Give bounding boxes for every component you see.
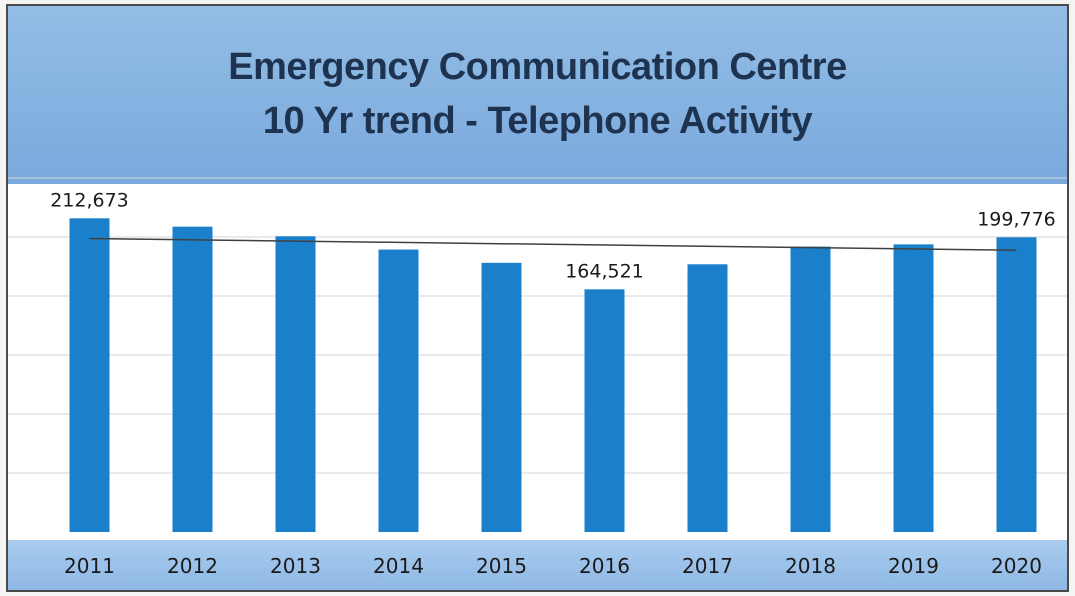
trendline-group: [89, 237, 1017, 252]
x-tick-2013: 2013: [270, 554, 321, 578]
title-band: Emergency Communication Centre 10 Yr tre…: [8, 6, 1067, 184]
chart-title-line-2: 10 Yr trend - Telephone Activity: [262, 100, 813, 142]
bar-2012: [172, 226, 213, 533]
x-tick-2011: 2011: [64, 554, 115, 578]
chart-title-line-1: Emergency Communication Centre: [228, 46, 847, 88]
x-tick-2019: 2019: [888, 554, 939, 578]
bar-2011: [69, 218, 110, 533]
bar-2017: [687, 264, 728, 532]
trendline: [89, 237, 1017, 252]
data-label-2016: 164,521: [565, 260, 644, 282]
bar-2016: [584, 289, 625, 532]
x-tick-2020: 2020: [991, 554, 1042, 578]
chart-title: Emergency Communication Centre 10 Yr tre…: [8, 40, 1067, 148]
x-axis-ticks: 2011 2012 2013 2014 2015 2016 2017 2018 2019 2020: [64, 554, 1042, 578]
data-label-2011: 212,673: [50, 189, 129, 211]
bar-2013: [275, 236, 316, 532]
bar-2015: [481, 262, 522, 532]
x-tick-2014: 2014: [373, 554, 424, 578]
x-tick-2016: 2016: [579, 554, 630, 578]
bars: [69, 218, 1037, 533]
x-tick-2012: 2012: [167, 554, 218, 578]
x-tick-2018: 2018: [785, 554, 836, 578]
x-tick-2015: 2015: [476, 554, 527, 578]
bar-2018: [790, 246, 831, 532]
data-label-2020: 199,776: [977, 208, 1056, 230]
bar-2020: [996, 237, 1037, 533]
x-tick-2017: 2017: [682, 554, 733, 578]
axis-band: [8, 540, 1067, 590]
data-labels: 212,673 164,521 199,776: [50, 189, 1056, 282]
bar-2014: [378, 249, 419, 532]
bar-2019: [893, 244, 934, 532]
